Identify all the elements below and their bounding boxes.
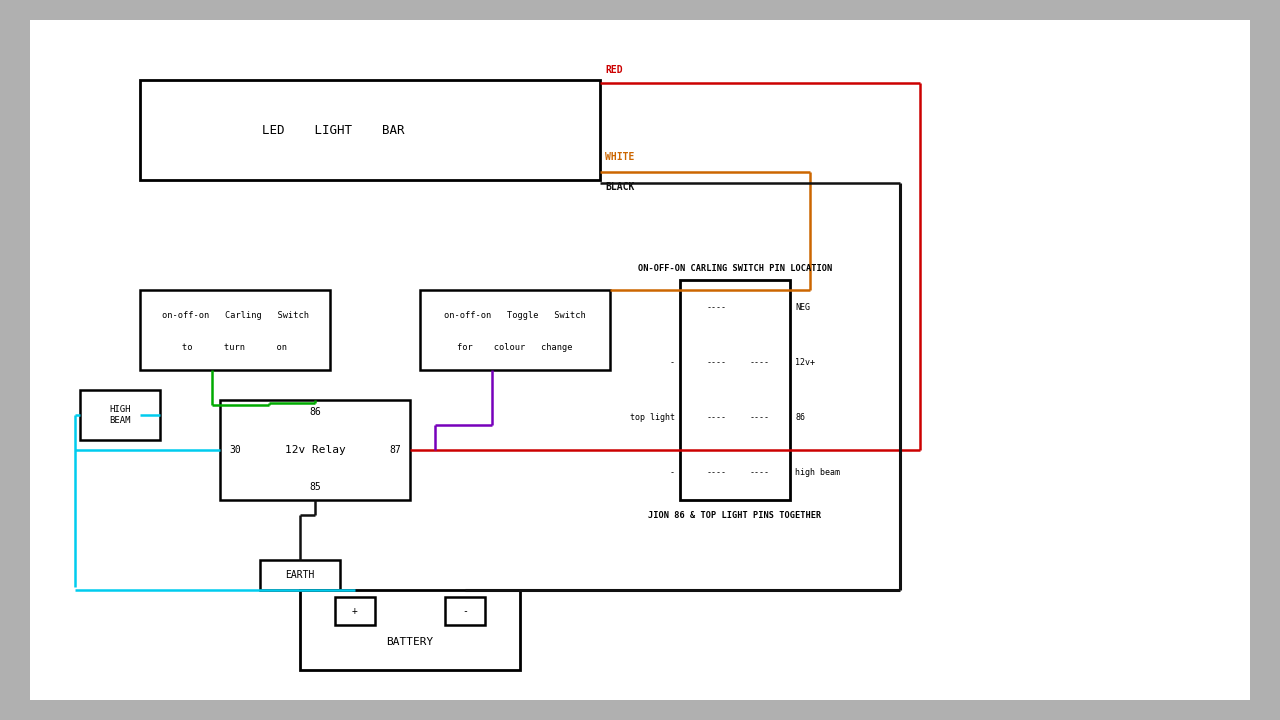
Bar [420, 290, 611, 370]
Text: ----: ---- [749, 413, 769, 422]
Bar [220, 400, 410, 500]
Text: EARTH: EARTH [285, 570, 315, 580]
Text: WHITE: WHITE [605, 152, 635, 162]
Text: 86: 86 [310, 407, 321, 417]
Text: ----: ---- [707, 358, 726, 367]
Text: ----: ---- [707, 468, 726, 477]
Text: top light: top light [630, 413, 675, 422]
Text: -: - [669, 468, 675, 477]
Text: for    colour   change: for colour change [457, 343, 572, 352]
Text: 87: 87 [389, 445, 401, 455]
Text: +: + [352, 606, 358, 616]
Text: ----: ---- [749, 468, 769, 477]
Bar [300, 590, 520, 670]
Text: BLACK: BLACK [605, 182, 635, 192]
Bar [140, 290, 330, 370]
Text: ----: ---- [749, 358, 769, 367]
Text: JION 86 & TOP LIGHT PINS TOGETHER: JION 86 & TOP LIGHT PINS TOGETHER [649, 510, 822, 520]
Text: ----: ---- [707, 413, 726, 422]
Bar [260, 560, 340, 590]
Text: BATTERY: BATTERY [387, 637, 434, 647]
Bar [335, 597, 375, 625]
Text: 12v+: 12v+ [795, 358, 815, 367]
Text: ----: ---- [707, 303, 726, 312]
Bar [680, 280, 790, 500]
Text: 85: 85 [310, 482, 321, 492]
Text: 30: 30 [229, 445, 241, 455]
Text: -: - [462, 606, 468, 616]
Text: -: - [669, 358, 675, 367]
Text: 86: 86 [795, 413, 805, 422]
Text: on-off-on   Toggle   Switch: on-off-on Toggle Switch [444, 311, 586, 320]
Text: HIGH
BEAM: HIGH BEAM [109, 405, 131, 425]
Text: high beam: high beam [795, 468, 840, 477]
Text: 12v Relay: 12v Relay [284, 445, 346, 455]
Text: RED: RED [605, 65, 622, 75]
Text: on-off-on   Carling   Switch: on-off-on Carling Switch [161, 311, 308, 320]
Text: LED    LIGHT    BAR: LED LIGHT BAR [262, 124, 404, 137]
Bar [140, 80, 600, 180]
Text: to      turn      on: to turn on [183, 343, 288, 352]
Bar [445, 597, 485, 625]
Bar [79, 390, 160, 440]
Text: NEG: NEG [795, 303, 810, 312]
Text: ON-OFF-ON CARLING SWITCH PIN LOCATION: ON-OFF-ON CARLING SWITCH PIN LOCATION [637, 264, 832, 272]
